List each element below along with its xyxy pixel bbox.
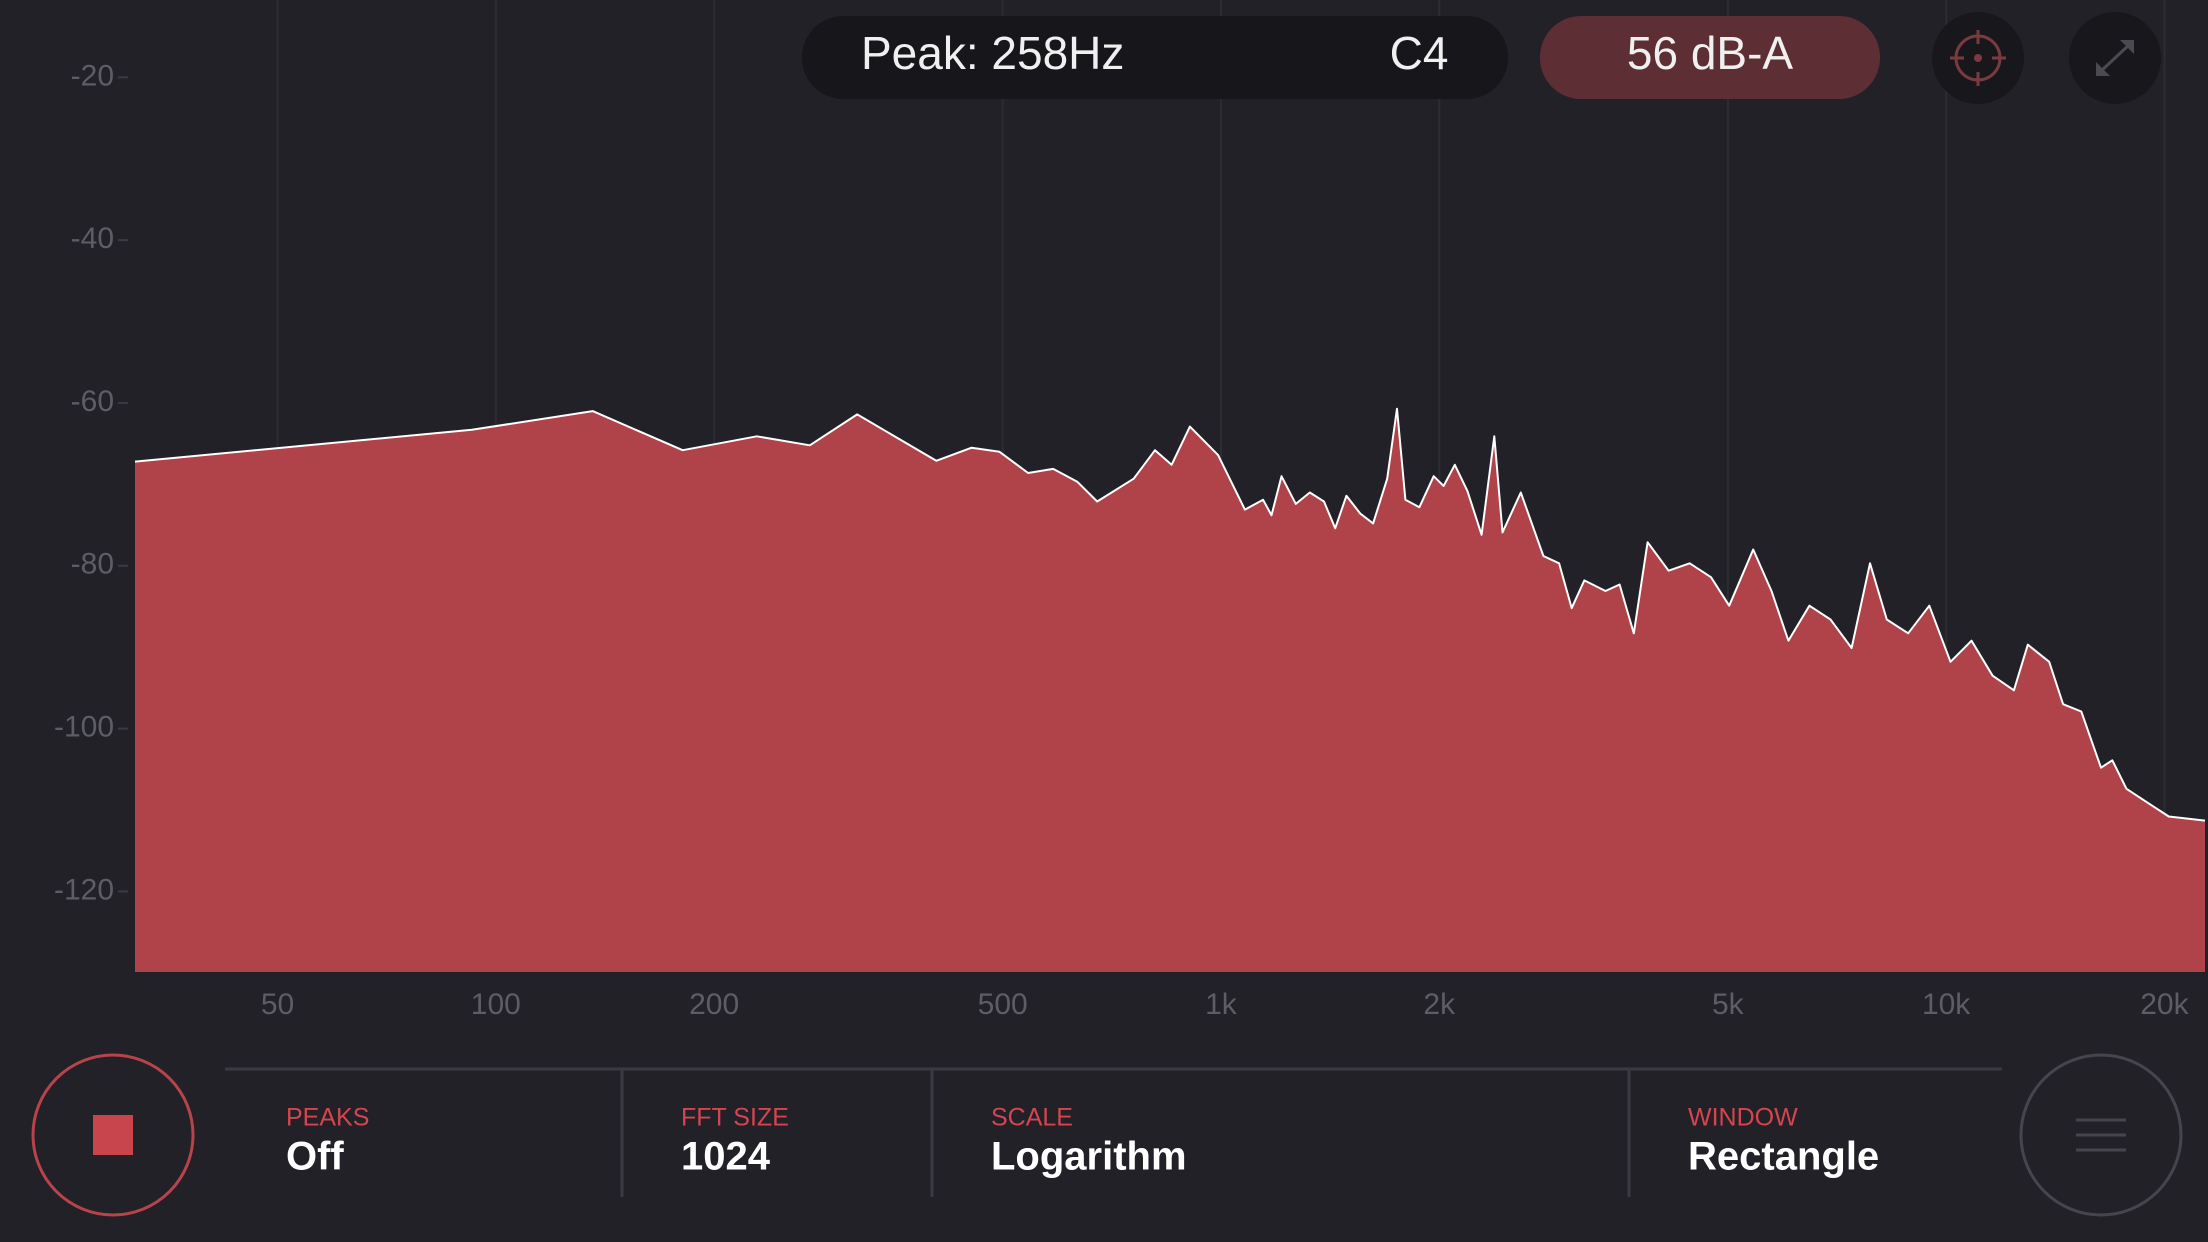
spectrum-line [134, 407, 2206, 822]
x-tick-label: 100 [471, 988, 521, 1021]
control-label: SCALE [991, 1104, 1073, 1132]
spectrum-plot: 50 100 200 500 1k 2k 5k 10k 20k -20 -40 -60 -80 -100 -… [54, 0, 2206, 1021]
control-value[interactable]: Logarithm [991, 1135, 1187, 1179]
control-label: PEAKS [286, 1104, 369, 1132]
menu-button[interactable] [2019, 1053, 2183, 1217]
controls: PEAKS Off FFT SIZE 1024 SCALE Logarithm WINDOW… [286, 1104, 1879, 1179]
note-text: C4 [1390, 27, 1449, 79]
level-pill[interactable] [1540, 16, 1880, 99]
spectrum-area [135, 408, 2205, 972]
y-tick-label: -120 [54, 873, 114, 906]
peak-text: Peak: 258Hz [861, 27, 1124, 79]
x-tick-label: 10k [1922, 988, 1971, 1021]
expand-button[interactable] [2069, 12, 2161, 104]
x-tick-label: 200 [689, 988, 739, 1021]
x-tick-label: 5k [1712, 988, 1745, 1021]
y-tick-label: -80 [71, 548, 114, 581]
peak-pill [802, 16, 1508, 99]
control-value[interactable]: 1024 [681, 1135, 771, 1179]
x-tick-label: 500 [978, 988, 1028, 1021]
x-tick-label: 1k [1205, 988, 1238, 1021]
x-tick-label: 50 [261, 988, 294, 1021]
x-tick-label: 2k [1423, 988, 1456, 1021]
control-value[interactable]: Rectangle [1688, 1135, 1879, 1179]
level-text: 56 dB-A [1627, 27, 1794, 79]
stop-button[interactable] [31, 1053, 195, 1217]
y-tick-label: -20 [71, 59, 114, 92]
control-label: FFT SIZE [681, 1104, 789, 1132]
y-tick-label: -100 [54, 711, 114, 744]
control-label: WINDOW [1688, 1104, 1798, 1132]
control-value[interactable]: Off [286, 1135, 344, 1179]
target-button[interactable] [1932, 12, 2024, 104]
y-tick-label: -60 [71, 385, 114, 418]
y-tick-label: -40 [71, 222, 114, 255]
x-tick-label: 20k [2140, 988, 2189, 1021]
